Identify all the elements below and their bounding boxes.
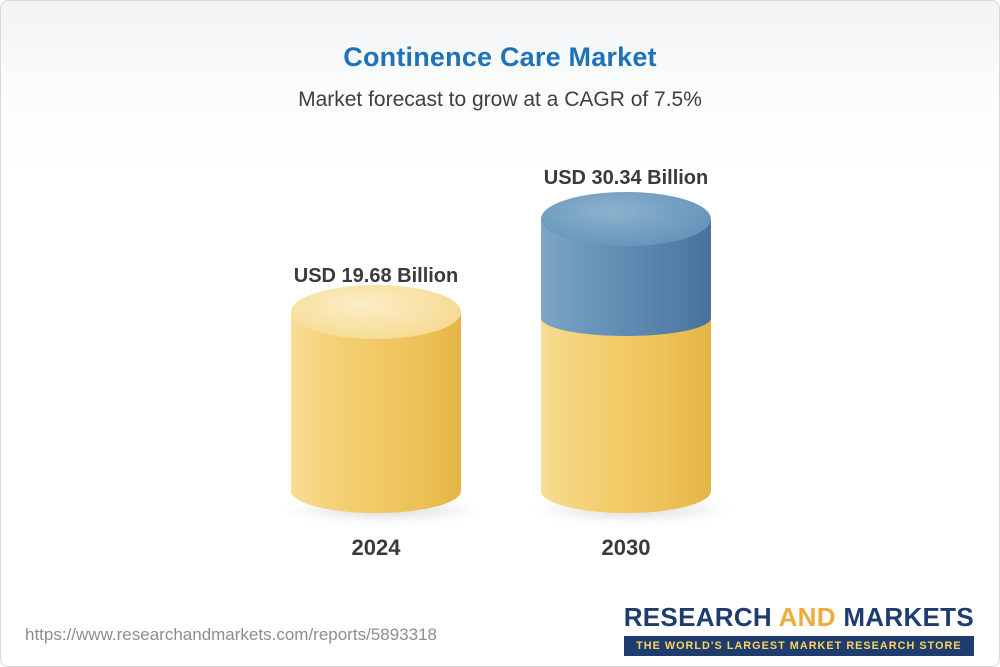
chart-title: Continence Care Market [343,42,657,72]
bar-2024-cylinder [291,312,461,513]
logo-word-research: RESEARCH [623,602,773,632]
axis-label-2030: 2030 [601,535,651,560]
logo-wordmark: RESEARCH AND MARKETS [624,602,974,633]
research-and-markets-logo: RESEARCH AND MARKETS THE WORLD'S LARGEST… [623,602,974,656]
logo-word-markets: MARKETS [843,602,974,632]
report-url: https://www.researchandmarkets.com/repor… [25,625,437,644]
chart-subtitle: Market forecast to grow at a CAGR of 7.5… [298,88,702,111]
bar-2030-cylinder-base [541,317,711,513]
bar-2024-cylinder-top [291,285,461,339]
logo-tagline: THE WORLD'S LARGEST MARKET RESEARCH STOR… [623,636,974,656]
axis-label-2024: 2024 [351,535,401,560]
logo-word-and: AND [778,602,836,632]
bar-2030-cylinder-top [541,192,711,246]
value-label-2030: USD 30.34 Billion [543,167,709,189]
value-label-2024: USD 19.68 Billion [293,265,459,287]
